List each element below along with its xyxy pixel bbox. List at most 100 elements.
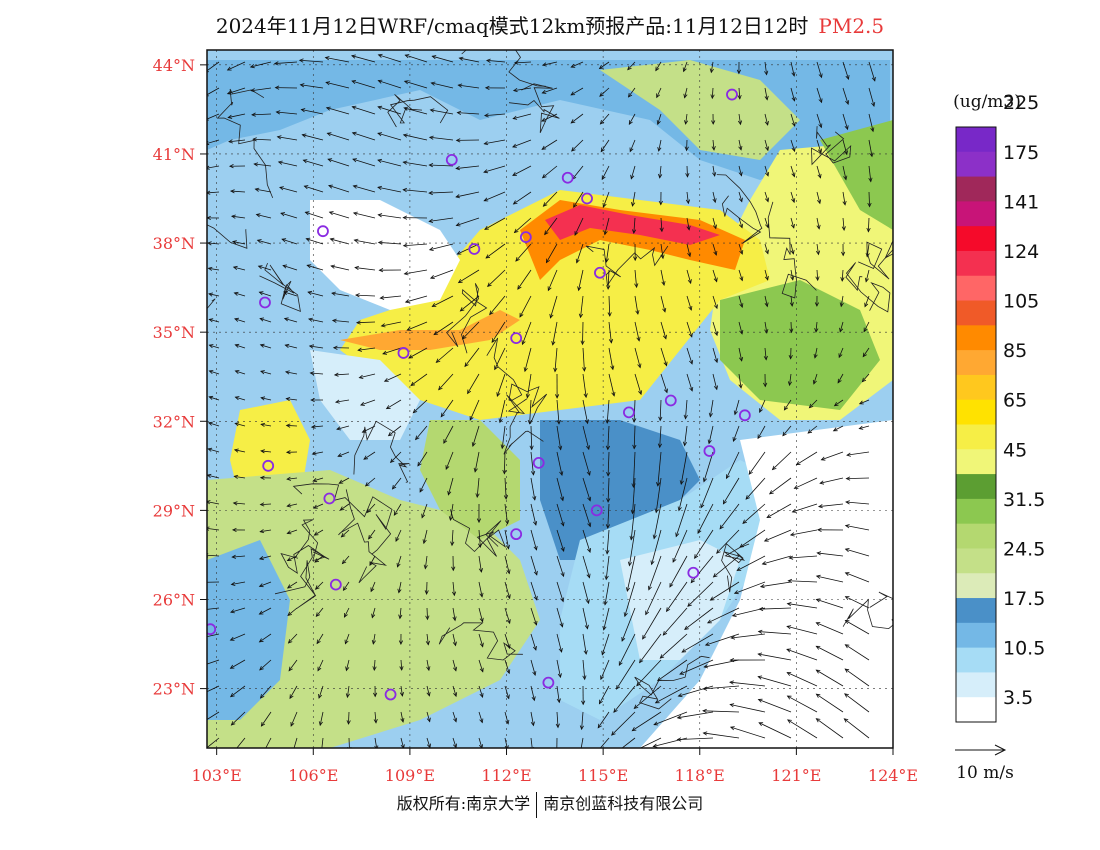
wind-arrowhead: [843, 175, 848, 181]
colorbar-swatch: [956, 350, 996, 376]
wind-arrowhead: [527, 419, 532, 425]
station-marker[interactable]: [323, 492, 336, 505]
wind-arrowhead: [396, 562, 401, 568]
wind-arrowhead: [845, 75, 850, 80]
wind-arrowhead: [687, 602, 692, 607]
wind-arrowhead: [377, 105, 383, 110]
boundary-line: [842, 591, 893, 630]
wind-arrow: [628, 113, 636, 125]
wind-arrowhead: [351, 105, 357, 110]
wind-arrowhead: [371, 613, 376, 619]
wind-arrowhead: [788, 354, 793, 360]
wind-arrowhead: [633, 256, 638, 262]
wind-arrowhead: [815, 250, 821, 256]
wind-arrow: [430, 109, 454, 115]
station-marker[interactable]: [397, 347, 410, 359]
station-marker[interactable]: [664, 394, 677, 407]
station-marker[interactable]: [510, 528, 523, 541]
station-marker[interactable]: [738, 409, 751, 422]
wind-arrow: [426, 633, 429, 645]
station-marker[interactable]: [510, 332, 523, 345]
wind-arrowhead: [230, 214, 236, 219]
wind-arrow: [607, 503, 610, 528]
latitude-label: 44°N: [153, 56, 195, 75]
wind-arrowhead: [708, 412, 713, 418]
wind-arrowhead: [410, 381, 416, 387]
wind-arrow: [600, 113, 610, 125]
boundary-line: [811, 126, 852, 166]
wind-arrowhead: [547, 286, 552, 292]
station-marker[interactable]: [259, 296, 271, 309]
wind-arrow: [816, 269, 819, 281]
wind-arrowhead: [458, 56, 464, 61]
wind-arrowhead: [541, 62, 547, 67]
wind-arrowhead: [345, 666, 350, 672]
station-marker[interactable]: [468, 243, 481, 255]
wind-arrow: [306, 238, 324, 245]
station-marker[interactable]: [445, 153, 458, 166]
boundary-line: [721, 542, 750, 593]
wind-arrowhead: [435, 358, 441, 364]
longitude-label: 112°E: [481, 766, 531, 785]
station-marker[interactable]: [623, 406, 635, 419]
wind-arrow: [738, 191, 743, 202]
colorbar-swatch: [956, 250, 996, 277]
wind-arrowhead: [555, 749, 559, 753]
wind-arrow: [208, 267, 220, 271]
wind-arrowhead: [263, 750, 266, 754]
station-marker[interactable]: [329, 578, 342, 591]
station-marker[interactable]: [317, 225, 329, 238]
wind-arrow: [328, 185, 350, 193]
wind-arrow: [485, 243, 506, 259]
wind-arrowhead: [757, 675, 763, 680]
station-marker[interactable]: [519, 231, 532, 244]
wind-arrowhead: [532, 495, 537, 501]
wind-arrowhead: [615, 684, 621, 690]
station-marker[interactable]: [205, 623, 217, 636]
station-marker[interactable]: [581, 192, 593, 205]
station-marker[interactable]: [594, 266, 606, 279]
wind-arrowhead: [377, 53, 383, 58]
wind-arrow: [405, 295, 428, 303]
wind-arrowhead: [813, 353, 818, 359]
wind-arrow: [764, 191, 769, 202]
wind-arrowhead: [398, 614, 403, 620]
station-marker[interactable]: [590, 504, 603, 517]
station-marker[interactable]: [542, 676, 555, 689]
boundary-line: [767, 201, 817, 299]
wind-arrow: [235, 396, 246, 401]
wind-arrow: [356, 321, 376, 324]
station-marker[interactable]: [384, 688, 397, 701]
wind-arrowhead: [763, 355, 768, 361]
wind-arrowhead: [328, 184, 333, 189]
wind-arrow: [501, 425, 506, 449]
wind-arrowhead: [587, 522, 592, 528]
wind-arrow: [209, 370, 220, 375]
wind-arrowhead: [286, 584, 292, 589]
wind-arrow: [404, 269, 428, 275]
wind-arrowhead: [839, 327, 844, 333]
wind-arrowhead: [315, 612, 321, 618]
map-panel[interactable]: [156, 2, 910, 758]
wind-arrowhead: [714, 331, 719, 337]
wind-arrow: [456, 217, 480, 226]
wind-arrow: [513, 113, 532, 120]
wind-arrowhead: [553, 367, 558, 373]
station-marker[interactable]: [532, 456, 545, 469]
wind-arrow: [660, 321, 667, 339]
wind-arrow: [530, 607, 537, 626]
wind-arrow: [764, 61, 767, 75]
wind-arrow: [713, 555, 740, 578]
wind-arrow: [686, 217, 690, 230]
station-marker[interactable]: [703, 445, 716, 457]
wind-arrow: [736, 555, 766, 571]
wind-arrow: [862, 347, 870, 357]
wind-arrow: [660, 269, 665, 286]
station-marker[interactable]: [262, 459, 275, 472]
wind-arrowhead: [479, 718, 484, 724]
wind-arrowhead: [259, 529, 265, 534]
station-marker[interactable]: [687, 566, 700, 579]
wind-arrowhead: [226, 90, 232, 95]
station-marker[interactable]: [726, 88, 738, 101]
station-marker[interactable]: [561, 171, 574, 184]
